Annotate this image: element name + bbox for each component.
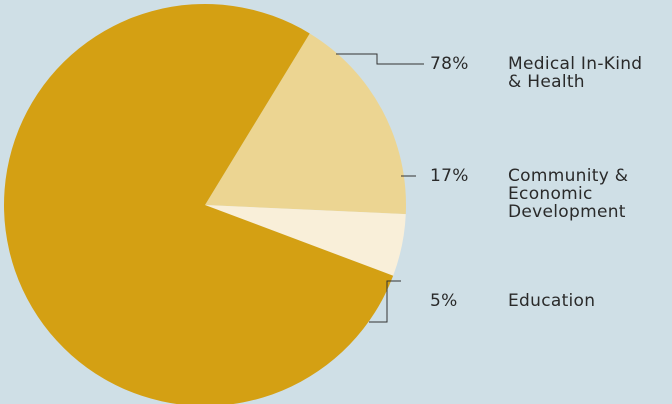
pie-slice-17 — [205, 33, 406, 215]
pie-slice-5 — [205, 205, 406, 276]
leader-line-78 — [336, 53, 424, 65]
legend-label-17-line-1: Community & — [508, 166, 628, 186]
legend-label-17-line-3: Development — [508, 202, 626, 222]
legend-percent-5: 5% — [430, 291, 458, 311]
legend-label-5-line-1: Education — [508, 291, 595, 311]
pie-slices — [4, 4, 406, 404]
leader-line-5 — [369, 280, 401, 323]
legend-label-17-line-2: Economic — [508, 184, 593, 204]
legend-percent-17: 17% — [430, 166, 469, 186]
pie-slice-78 — [4, 4, 394, 404]
legend: 78% Medical In-Kind& Health 17% Community &… — [430, 54, 642, 311]
legend-label-78-line-2: & Health — [508, 72, 585, 92]
legend-label-78-line-1: Medical In-Kind — [508, 54, 642, 74]
legend-percent-78: 78% — [430, 54, 469, 74]
leader-lines — [336, 53, 424, 323]
